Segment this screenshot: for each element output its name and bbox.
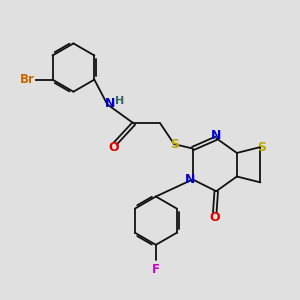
Text: H: H <box>115 96 124 106</box>
Text: S: S <box>170 138 179 151</box>
Text: O: O <box>108 141 119 154</box>
Text: O: O <box>209 211 220 224</box>
Text: F: F <box>152 263 160 276</box>
Text: Br: Br <box>20 73 35 86</box>
Text: N: N <box>104 97 115 110</box>
Text: N: N <box>185 173 196 186</box>
Text: N: N <box>211 129 221 142</box>
Text: S: S <box>257 141 266 154</box>
